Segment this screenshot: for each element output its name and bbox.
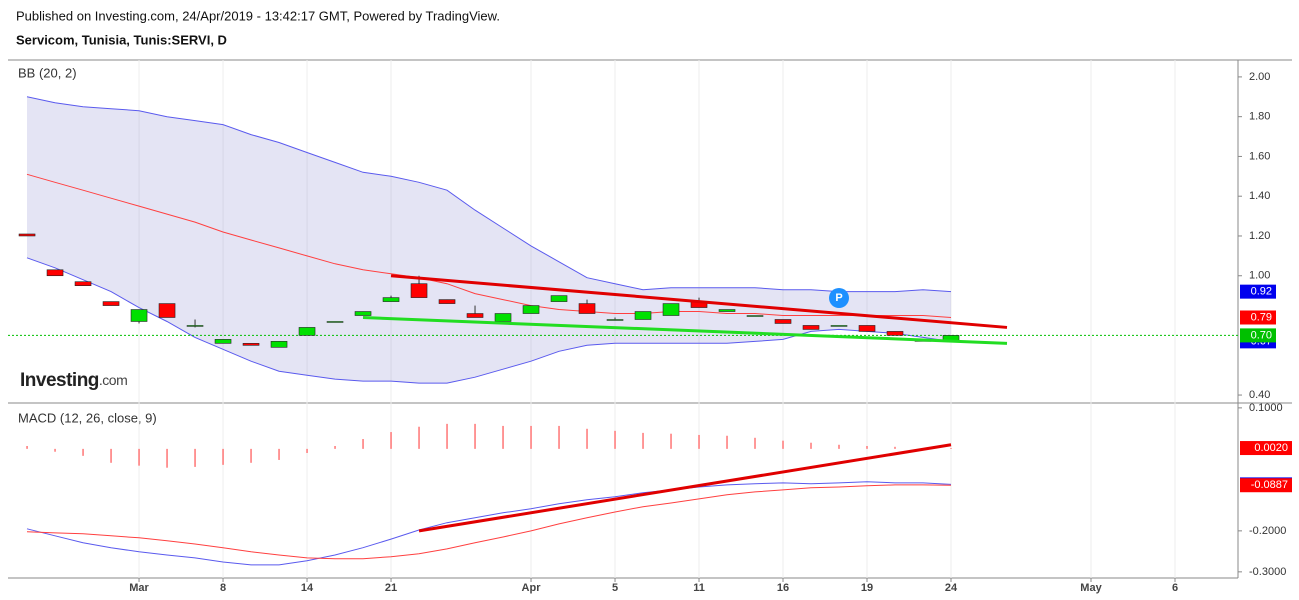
x-tick-label: Mar [129, 582, 149, 594]
value-badge-label: 0.92 [1251, 286, 1272, 298]
value-badge-label: 0.79 [1251, 311, 1272, 323]
candle-body [438, 299, 456, 304]
macd-label: MACD (12, 26, close, 9) [18, 410, 157, 425]
x-tick-label: 6 [1172, 582, 1178, 594]
candle-body [550, 295, 568, 302]
candle-body [46, 269, 64, 277]
y-tick-label: -0.2000 [1249, 525, 1286, 537]
value-badge [1240, 441, 1292, 456]
x-tick-label: 14 [301, 582, 314, 594]
candle-body [494, 313, 512, 322]
logo-suffix: .com [99, 372, 127, 388]
candle-body [886, 331, 904, 336]
y-tick-label: 0.40 [1249, 389, 1270, 401]
trendline [418, 443, 952, 533]
band-fill [27, 96, 951, 384]
y-tick-label: 0.1000 [1249, 402, 1283, 414]
y-tick-label: 1.80 [1249, 111, 1270, 123]
macd-signal [26, 484, 952, 560]
candle-body [326, 321, 344, 323]
candle-body [774, 319, 792, 324]
plot-layer: Mar 8 14 21 Apr 5 11 16 19 24 May 6 2.00 1.80 1.60 1.40… [8, 60, 1292, 594]
candle-body [130, 309, 148, 322]
candle-body [270, 341, 288, 348]
x-tick-label: May [1080, 582, 1102, 594]
candle-body [74, 281, 92, 286]
y-tick-label: 1.00 [1249, 270, 1270, 282]
candle-body [158, 303, 176, 318]
chart-title: Published on Investing.com, 24/Apr/2019 … [16, 8, 500, 23]
band-upper [26, 96, 952, 293]
y-tick-label: 2.00 [1249, 71, 1270, 83]
candle-body [830, 325, 848, 327]
value-badge [1240, 328, 1276, 343]
candle-body [606, 319, 624, 321]
y-tick-label: 1.20 [1249, 230, 1270, 242]
chart-subtitle: Servicom, Tunisia, Tunis:SERVI, D [16, 32, 227, 47]
candle-body [522, 305, 540, 314]
indicator-label: BB (20, 2) [18, 65, 77, 80]
logo-main: Investing [20, 370, 99, 391]
candle-body [242, 343, 260, 346]
trendline [390, 274, 1008, 329]
x-tick-label: 24 [945, 582, 958, 594]
x-tick-label: 5 [612, 582, 618, 594]
candle-body [578, 303, 596, 314]
candle-body [18, 233, 36, 237]
candle-body [634, 311, 652, 320]
candle-body [746, 315, 764, 317]
x-tick-label: 16 [777, 582, 789, 594]
candle-body [662, 303, 680, 316]
candle-body [466, 313, 484, 318]
trendline [362, 315, 1008, 345]
candle-body [186, 325, 204, 327]
value-badge-label: -0.0887 [1251, 479, 1288, 491]
pin-marker[interactable]: P [829, 288, 849, 308]
candle-body [214, 339, 232, 344]
y-tick-label: -0.3000 [1249, 566, 1286, 578]
candle-body [858, 325, 876, 332]
logo: Investing.com [20, 370, 127, 391]
candle-body [354, 311, 372, 316]
x-tick-label: 8 [220, 582, 226, 594]
candle-body [382, 297, 400, 302]
band-middle [26, 173, 952, 318]
pin-letter: P [835, 292, 842, 304]
candle-body [298, 327, 316, 336]
y-tick-label: 1.60 [1249, 150, 1270, 162]
value-badge [1240, 478, 1292, 493]
candle-body [802, 325, 820, 330]
candle-body [410, 283, 428, 298]
x-tick-label: 11 [693, 582, 705, 594]
x-tick-label: Apr [522, 582, 542, 594]
candle-body [718, 309, 736, 312]
candle-body [102, 301, 120, 306]
value-badge [1240, 310, 1276, 325]
y-tick-label: 1.40 [1249, 190, 1270, 202]
x-tick-label: 21 [385, 582, 397, 594]
value-badge-label: 0.70 [1251, 329, 1272, 341]
macd-macd [26, 481, 952, 566]
value-badge-label: 0.0020 [1254, 442, 1288, 454]
value-badge [1240, 284, 1276, 299]
x-tick-label: 19 [861, 582, 873, 594]
pin-circle [829, 288, 849, 308]
